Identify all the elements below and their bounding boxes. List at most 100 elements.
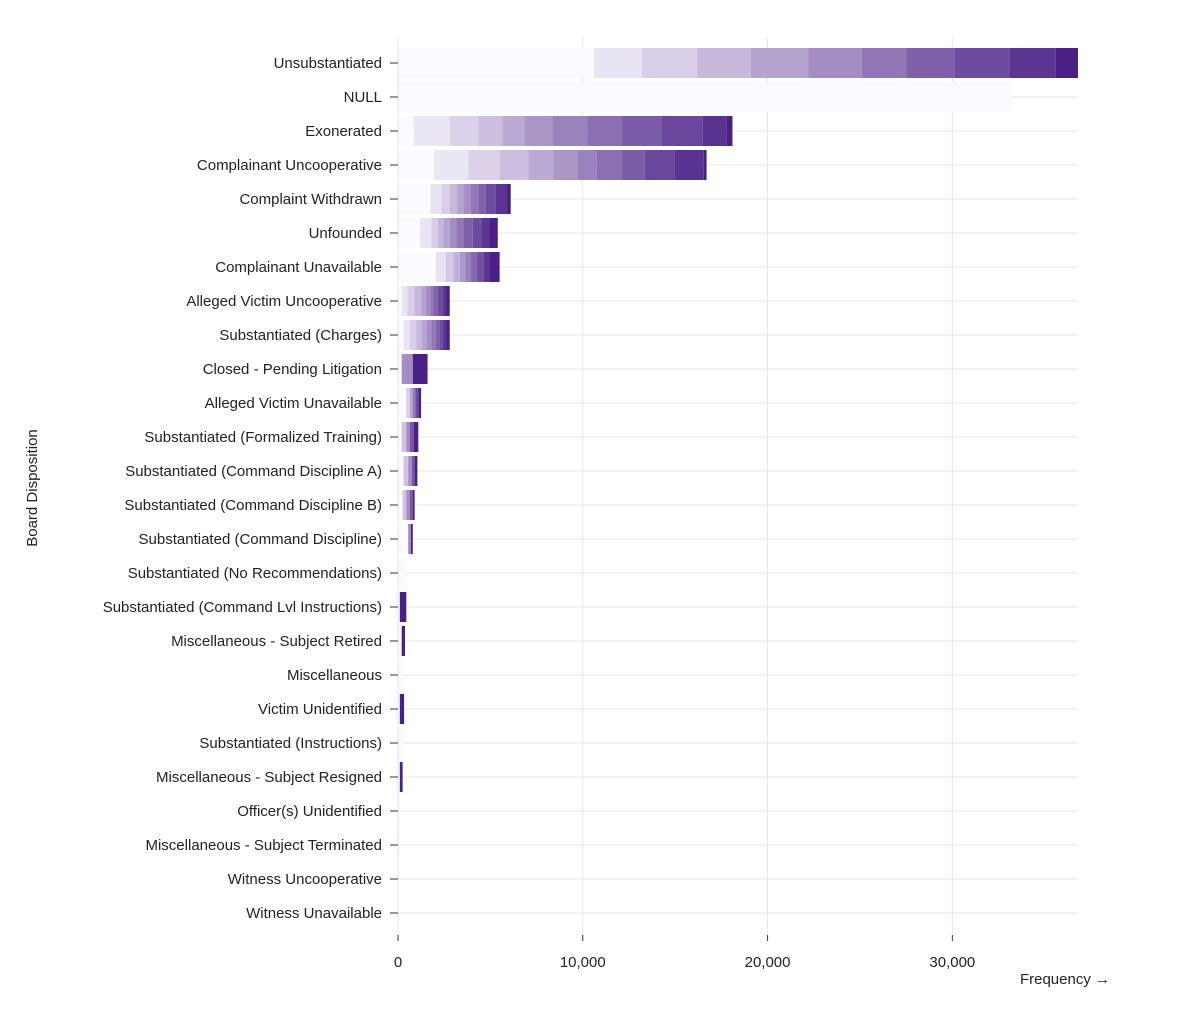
bar-segment — [463, 184, 471, 214]
y-axis-title: Board Disposition — [24, 429, 41, 547]
bar-segment — [750, 48, 809, 78]
bar-group — [398, 490, 415, 520]
bar-segment — [446, 252, 454, 282]
bar-group — [398, 388, 422, 418]
bar-segment — [470, 252, 478, 282]
y-tick-label: NULL — [344, 89, 382, 106]
bars — [398, 48, 1078, 928]
bar-segment — [435, 252, 447, 282]
y-tick-label: Officer(s) Unidentified — [237, 803, 382, 820]
bar-group — [398, 422, 419, 452]
bar-segment — [906, 48, 955, 78]
bar-segment — [524, 116, 553, 146]
bar-segment — [408, 456, 412, 486]
bar-segment — [415, 388, 419, 418]
bar-group — [398, 558, 407, 588]
bar-segment — [398, 82, 1012, 112]
bar-segment — [434, 150, 469, 180]
bar-segment — [410, 388, 413, 418]
y-tick-label: Substantiated (Command Discipline B) — [124, 497, 382, 514]
bar-segment — [420, 218, 432, 248]
y-tick-label: Miscellaneous — [287, 667, 382, 684]
bar-segment — [398, 116, 414, 146]
bar-segment — [502, 116, 525, 146]
bar-segment — [434, 286, 438, 316]
y-tick-label: Complaint Withdrawn — [239, 191, 382, 208]
bar-segment — [477, 252, 484, 282]
y-tick-label: Substantiated (Instructions) — [199, 735, 382, 752]
bar-segment — [412, 354, 428, 384]
y-tick-label: Miscellaneous - Subject Terminated — [145, 837, 382, 854]
x-axis-title: Frequency → — [1020, 971, 1110, 988]
bar-group — [398, 694, 405, 724]
bar-segment — [401, 286, 408, 316]
bar-group — [398, 762, 403, 792]
bar-segment — [398, 728, 404, 758]
x-tick-labels: 0 10,000 20,000 30,000 — [394, 954, 975, 971]
bar-group — [398, 150, 707, 180]
x-tick-label: 10,000 — [560, 954, 606, 971]
bar-segment — [593, 48, 642, 78]
y-tick-label: Complainant Uncooperative — [197, 157, 382, 174]
bar-segment — [435, 320, 440, 350]
bar-segment — [410, 490, 413, 520]
bar-segment — [398, 422, 402, 452]
y-tick-label: Miscellaneous - Subject Retired — [171, 633, 382, 650]
axes — [390, 38, 953, 941]
bar-segment — [507, 184, 511, 214]
y-tick-label: Substantiated (No Recommendations) — [128, 565, 382, 582]
y-tick-label: Exonerated — [305, 123, 382, 140]
bar-segment — [674, 150, 704, 180]
bar-segment — [398, 388, 407, 418]
bar-segment — [499, 150, 529, 180]
bar-segment — [468, 150, 500, 180]
bar-segment — [457, 184, 464, 214]
bar-segment — [485, 184, 496, 214]
bar-segment — [398, 626, 402, 656]
bar-segment — [398, 558, 407, 588]
y-tick-label: Alleged Victim Uncooperative — [186, 293, 382, 310]
bar-segment — [489, 218, 498, 248]
bar-segment — [398, 320, 404, 350]
bar-segment — [430, 184, 442, 214]
bar-segment — [481, 218, 490, 248]
bar-segment — [442, 320, 447, 350]
bar-group — [398, 218, 498, 248]
y-tick-label: Miscellaneous - Subject Resigned — [156, 769, 382, 786]
y-tick-label: Unsubstantiated — [274, 55, 382, 72]
bar-segment — [414, 286, 422, 316]
bar-segment — [703, 150, 707, 180]
bar-segment — [552, 116, 588, 146]
bar-segment — [472, 218, 482, 248]
bar-segment — [425, 286, 431, 316]
bar-group — [398, 626, 406, 656]
bar-segment — [449, 116, 479, 146]
bar-segment — [403, 456, 409, 486]
bar-group — [398, 354, 428, 384]
y-tick-label: Witness Uncooperative — [228, 871, 382, 888]
bar-segment — [406, 422, 411, 452]
bar-segment — [401, 422, 407, 452]
bar-segment — [430, 286, 435, 316]
bar-segment — [421, 286, 426, 316]
bar-segment — [1055, 48, 1078, 78]
bar-segment — [398, 354, 402, 384]
bar-segment — [596, 150, 623, 180]
bar-segment — [489, 252, 500, 282]
bar-segment — [528, 150, 554, 180]
bar-segment — [587, 116, 623, 146]
bar-segment — [398, 184, 431, 214]
bar-segment — [398, 592, 400, 622]
bar-segment — [446, 286, 450, 316]
bar-segment — [398, 218, 421, 248]
bar-segment — [697, 48, 751, 78]
bar-segment — [411, 456, 415, 486]
bar-segment — [459, 252, 466, 282]
y-tick-labels: Unsubstantiated NULL Exonerated Complainant… — [103, 55, 382, 922]
bar-group — [398, 660, 405, 690]
bar-segment — [495, 184, 508, 214]
bar-segment — [407, 286, 415, 316]
bar-group — [398, 796, 400, 826]
bar-segment — [437, 286, 443, 316]
bar-segment — [441, 184, 450, 214]
